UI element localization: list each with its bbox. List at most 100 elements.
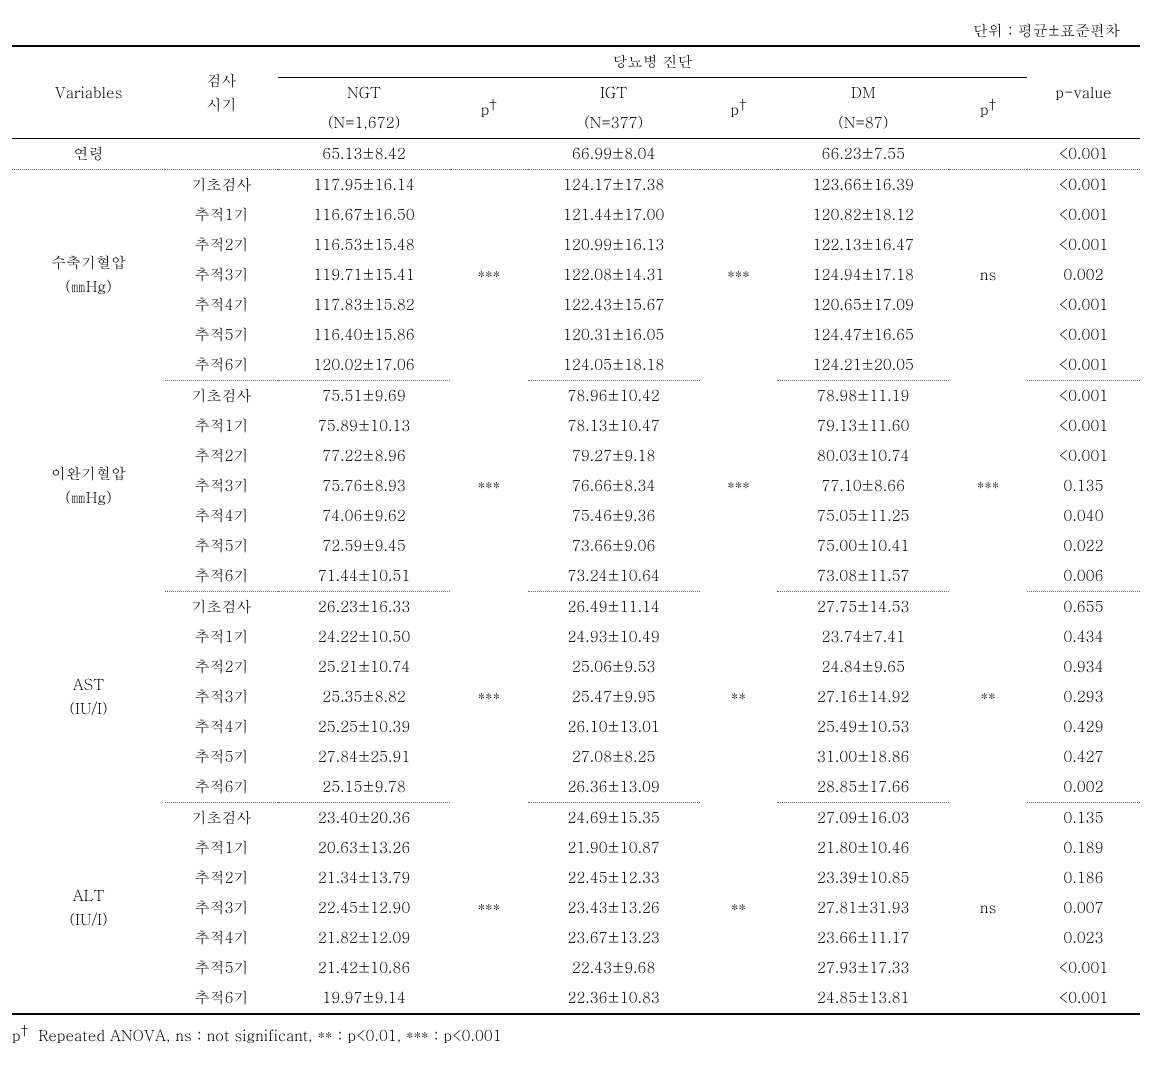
cell-pval: 0.023 [1027,923,1140,953]
cell-pval: <0.001 [1027,290,1140,320]
cell-igt: 122.08±14.31 [528,260,700,290]
cell-p2 [700,139,778,170]
cell-ngt: 117.83±15.82 [278,290,450,320]
cell-dm: 23.39±10.85 [777,863,949,893]
cell-timing: 추적6기 [165,772,278,803]
cell-pval: <0.001 [1027,139,1140,170]
cell-ngt: 19.97±9.14 [278,983,450,1014]
table-body: 연령65.13±8.4266.99±8.0466.23±7.55<0.001수축… [12,139,1140,1015]
cell-timing: 추적4기 [165,923,278,953]
cell-dm: 25.49±10.53 [777,712,949,742]
cell-timing: 추적3기 [165,682,278,712]
cell-p1: *** [450,170,528,381]
cell-ngt: 117.95±16.14 [278,170,450,201]
cell-pval: 0.006 [1027,561,1140,592]
cell-timing: 기초검사 [165,803,278,834]
cell-dm: 124.94±17.18 [777,260,949,290]
cell-pval: 0.040 [1027,501,1140,531]
cell-dm: 27.09±16.03 [777,803,949,834]
cell-ngt: 116.67±16.50 [278,200,450,230]
cell-timing: 추적5기 [165,742,278,772]
var-name: ALT (IU/I) [12,803,165,1015]
cell-igt: 24.93±10.49 [528,622,700,652]
cell-igt: 23.43±13.26 [528,893,700,923]
table-row: AST (IU/I)기초검사26.23±16.33***26.49±11.14*… [12,592,1140,623]
cell-pval: <0.001 [1027,200,1140,230]
cell-ngt: 75.51±9.69 [278,381,450,412]
table-header: Variables 검사 시기 당뇨병 진단 p-value NGT p† IG… [12,46,1140,139]
cell-igt: 27.08±8.25 [528,742,700,772]
cell-ngt: 116.53±15.48 [278,230,450,260]
cell-pval: <0.001 [1027,953,1140,983]
cell-dm: 24.85±13.81 [777,983,949,1014]
cell-ngt: 65.13±8.42 [278,139,450,170]
unit-note: 단위 : 평균±표준편차 [12,20,1140,41]
cell-ngt: 25.25±10.39 [278,712,450,742]
cell-pval: 0.189 [1027,833,1140,863]
footnote: p† Repeated ANOVA, ns : not significant,… [12,1021,1140,1046]
cell-dm: 73.08±11.57 [777,561,949,592]
cell-igt: 78.13±10.47 [528,411,700,441]
cell-ngt: 27.84±25.91 [278,742,450,772]
cell-ngt: 21.82±12.09 [278,923,450,953]
cell-ngt: 74.06±9.62 [278,501,450,531]
cell-timing: 추적5기 [165,320,278,350]
cell-dm: 80.03±10.74 [777,441,949,471]
cell-ngt: 77.22±8.96 [278,441,450,471]
cell-timing: 추적6기 [165,561,278,592]
cell-igt: 21.90±10.87 [528,833,700,863]
cell-p2: *** [700,170,778,381]
cell-igt: 22.45±12.33 [528,863,700,893]
cell-timing: 추적1기 [165,200,278,230]
cell-dm: 120.65±17.09 [777,290,949,320]
cell-pval: 0.293 [1027,682,1140,712]
var-name: 연령 [12,139,165,170]
cell-timing: 추적5기 [165,531,278,561]
cell-dm: 28.85±17.66 [777,772,949,803]
cell-p2: ** [700,803,778,1015]
cell-dm: 27.93±17.33 [777,953,949,983]
cell-ngt: 72.59±9.45 [278,531,450,561]
table-row: ALT (IU/I)기초검사23.40±20.36***24.69±15.35*… [12,803,1140,834]
cell-pval: <0.001 [1027,350,1140,381]
cell-igt: 78.96±10.42 [528,381,700,412]
cell-igt: 75.46±9.36 [528,501,700,531]
cell-timing: 추적1기 [165,622,278,652]
cell-igt: 120.99±16.13 [528,230,700,260]
cell-igt: 22.43±9.68 [528,953,700,983]
hdr-pvalue: p-value [1027,46,1140,139]
hdr-dm-n: (N=87) [777,108,949,139]
cell-ngt: 116.40±15.86 [278,320,450,350]
cell-pval: 0.002 [1027,772,1140,803]
cell-p3: ns [949,803,1027,1015]
cell-dm: 124.21±20.05 [777,350,949,381]
cell-igt: 26.49±11.14 [528,592,700,623]
cell-dm: 122.13±16.47 [777,230,949,260]
cell-pval: 0.007 [1027,893,1140,923]
cell-dm: 21.80±10.46 [777,833,949,863]
cell-timing: 기초검사 [165,592,278,623]
cell-timing: 추적6기 [165,350,278,381]
cell-ngt: 23.40±20.36 [278,803,450,834]
cell-timing: 추적2기 [165,441,278,471]
cell-timing: 추적4기 [165,501,278,531]
cell-timing: 추적6기 [165,983,278,1014]
cell-pval: 0.135 [1027,803,1140,834]
cell-p1 [450,139,528,170]
cell-dm: 23.74±7.41 [777,622,949,652]
cell-p1: *** [450,381,528,592]
hdr-dm: DM [777,78,949,109]
cell-timing: 추적3기 [165,471,278,501]
cell-ngt: 21.34±13.79 [278,863,450,893]
cell-pval: 0.002 [1027,260,1140,290]
cell-p3: ns [949,170,1027,381]
cell-igt: 26.10±13.01 [528,712,700,742]
hdr-p3: p† [949,78,1027,139]
cell-timing: 기초검사 [165,381,278,412]
hdr-timing: 검사 시기 [165,46,278,139]
table-row: 연령65.13±8.4266.99±8.0466.23±7.55<0.001 [12,139,1140,170]
var-name: 수축기혈압 (㎜Hg) [12,170,165,381]
cell-pval: <0.001 [1027,320,1140,350]
cell-ngt: 75.89±10.13 [278,411,450,441]
cell-timing: 추적2기 [165,230,278,260]
